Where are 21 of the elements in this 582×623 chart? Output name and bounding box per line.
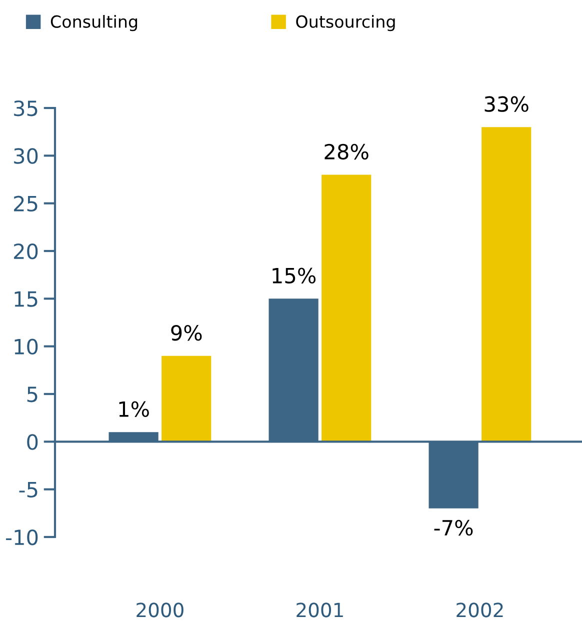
data-label: 28% — [324, 144, 368, 160]
x-tick-label: 2000 — [136, 602, 184, 618]
legend-label: Outsourcing — [296, 15, 395, 32]
y-tick-label: 30 — [14, 148, 38, 164]
data-label: 9% — [171, 324, 202, 341]
y-tick-label: -5 — [19, 482, 38, 498]
data-label: 33% — [484, 96, 528, 112]
y-tick-label: 20 — [14, 243, 38, 260]
x-tick-label: 2002 — [456, 602, 503, 618]
x-tick-label: 2001 — [296, 602, 343, 618]
y-tick-label: -10 — [6, 529, 38, 546]
y-tick-label: 0 — [27, 434, 38, 450]
data-label: -7% — [434, 520, 473, 536]
data-label: 15% — [272, 268, 316, 284]
legend-label: Consulting — [50, 15, 138, 32]
data-label: 1% — [119, 401, 149, 417]
y-tick-label: 15 — [14, 291, 38, 307]
y-tick-label: 10 — [14, 338, 38, 355]
y-tick-label: 35 — [14, 100, 38, 116]
y-tick-label: 5 — [27, 386, 38, 402]
y-tick-label: 25 — [14, 196, 38, 212]
